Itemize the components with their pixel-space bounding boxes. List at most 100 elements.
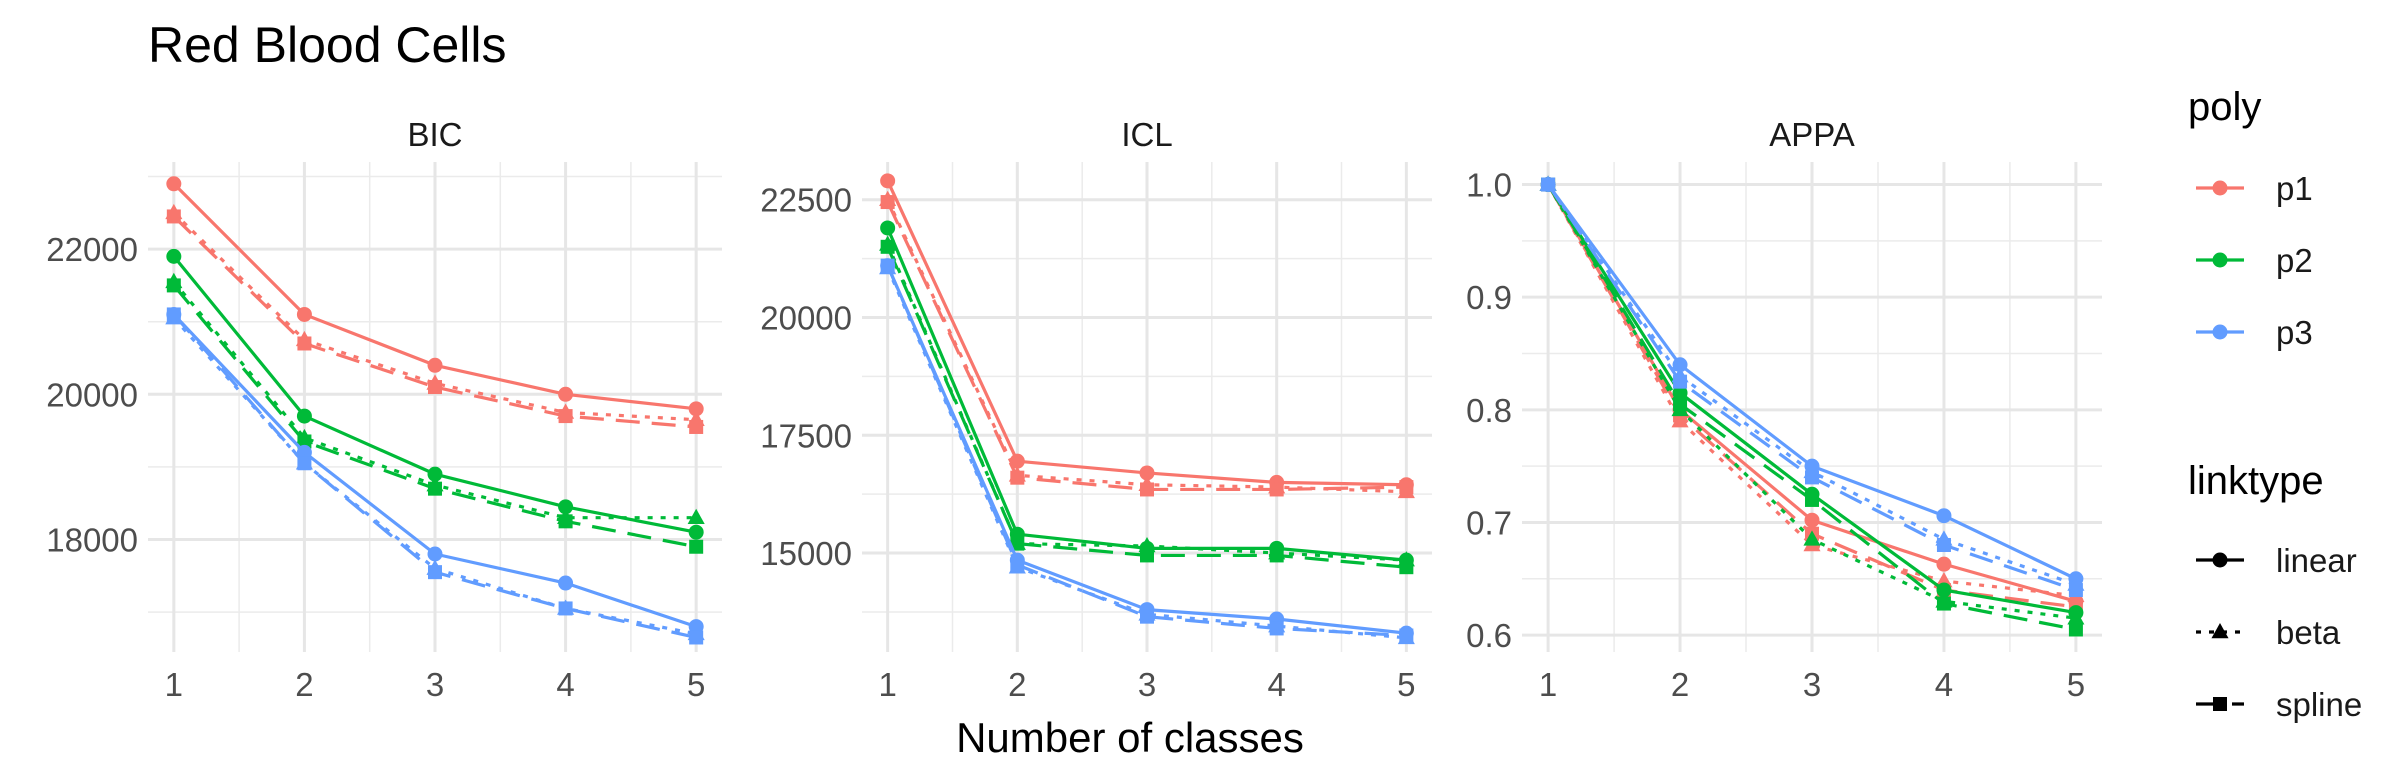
x-tick-label: 3 xyxy=(426,666,444,703)
data-point xyxy=(1936,537,1951,552)
x-tick-label: 1 xyxy=(878,666,896,703)
legend-label: p2 xyxy=(2276,242,2313,279)
x-tick-label: 2 xyxy=(1671,666,1689,703)
legend: poly p1 p2 p3 linktype linear beta spline xyxy=(2188,85,2362,723)
data-point xyxy=(1399,628,1414,643)
legend-label: beta xyxy=(2276,614,2341,651)
legend-label: p1 xyxy=(2276,170,2313,207)
data-point xyxy=(1399,480,1414,495)
data-point xyxy=(1010,536,1025,551)
series-line xyxy=(172,211,697,422)
data-point xyxy=(558,601,573,616)
legend-item-p1: p1 xyxy=(2196,170,2313,207)
data-point xyxy=(688,401,704,417)
data-point xyxy=(1140,609,1154,624)
data-point xyxy=(1541,177,1556,192)
series-p3-spline xyxy=(880,258,1414,643)
data-point xyxy=(1009,453,1025,469)
data-point xyxy=(1805,470,1819,485)
series-line xyxy=(172,317,697,636)
panel-icl: ICL 15000 17500 20000 22500 1 2 3 4 5 xyxy=(760,116,1432,703)
series-line xyxy=(886,265,1407,638)
data-point xyxy=(558,514,573,529)
x-tick-label: 5 xyxy=(2067,666,2085,703)
data-point xyxy=(880,195,895,210)
gridlines xyxy=(1522,162,2102,652)
data-point xyxy=(428,565,442,580)
data-point xyxy=(297,456,312,471)
x-tick-label: 2 xyxy=(1008,666,1026,703)
series-p2-spline xyxy=(880,239,1414,575)
legend-key-point xyxy=(2212,252,2228,268)
x-tick-label: 4 xyxy=(556,666,574,703)
data-point xyxy=(880,220,896,236)
series-p1-spline xyxy=(166,209,704,434)
x-tick-label: 3 xyxy=(1138,666,1156,703)
series-p1-spline xyxy=(880,195,1414,497)
data-point xyxy=(296,306,312,322)
y-tick-label: 18000 xyxy=(46,521,138,558)
data-point xyxy=(2068,622,2083,637)
x-tick-label: 1 xyxy=(165,666,183,703)
x-tick-label: 4 xyxy=(1267,666,1285,703)
data-point xyxy=(1399,560,1414,575)
series-p1-linear xyxy=(166,176,704,417)
data-point xyxy=(558,409,573,424)
legend-key-point xyxy=(2212,180,2228,196)
data-point xyxy=(166,248,182,264)
data-point xyxy=(166,278,181,293)
series-p2-linear xyxy=(166,248,704,540)
y-tick-label: 0.9 xyxy=(1466,279,1512,316)
y-tick-label: 20000 xyxy=(760,299,852,336)
data-point xyxy=(1936,582,1952,598)
y-tick-label: 0.8 xyxy=(1466,392,1512,429)
data-point xyxy=(166,307,181,322)
data-point xyxy=(1010,557,1025,572)
data-point xyxy=(427,357,443,373)
data-point xyxy=(296,444,312,460)
panel-bic: BIC 18000 20000 22000 1 2 3 4 5 xyxy=(46,116,722,703)
data-point xyxy=(428,481,442,496)
data-point xyxy=(880,173,896,189)
data-point xyxy=(558,386,574,402)
y-tick-label: 20000 xyxy=(46,376,138,413)
legend-title-poly: poly xyxy=(2188,85,2261,129)
y-tick-label: 17500 xyxy=(760,417,852,454)
data-point xyxy=(2212,552,2228,568)
data-point xyxy=(1803,530,1821,546)
legend-title-linktype: linktype xyxy=(2188,459,2324,503)
data-point xyxy=(558,499,574,515)
data-point xyxy=(687,508,705,525)
x-tick-label: 1 xyxy=(1539,666,1557,703)
legend-item-linear: linear xyxy=(2196,542,2357,579)
y-tick-label: 15000 xyxy=(760,535,852,572)
legend-item-spline: spline xyxy=(2196,686,2362,723)
panel-strip-label: ICL xyxy=(1121,116,1172,153)
data-point xyxy=(2067,609,2085,625)
data-point xyxy=(166,209,181,224)
panel-strip-label: BIC xyxy=(407,116,462,153)
data-point xyxy=(2213,697,2227,711)
y-tick-label: 22000 xyxy=(46,231,138,268)
data-point xyxy=(1140,548,1154,563)
data-point xyxy=(1140,482,1154,497)
data-point xyxy=(1804,512,1820,528)
data-point xyxy=(2068,583,2083,598)
x-tick-label: 2 xyxy=(295,666,313,703)
y-tick-label: 22500 xyxy=(760,182,852,219)
data-point xyxy=(1672,385,1688,401)
legend-item-p3: p3 xyxy=(2196,314,2313,351)
data-point xyxy=(880,239,895,254)
chart-title: Red Blood Cells xyxy=(148,17,507,73)
y-tick-label: 0.6 xyxy=(1466,617,1512,654)
data-point xyxy=(689,539,704,554)
data-point xyxy=(688,524,704,540)
data-point xyxy=(689,630,704,645)
data-point xyxy=(1269,548,1284,563)
legend-label: spline xyxy=(2276,686,2362,723)
data-point xyxy=(296,408,312,424)
data-point xyxy=(689,419,704,434)
x-tick-label: 5 xyxy=(1397,666,1415,703)
data-point xyxy=(1269,482,1284,497)
